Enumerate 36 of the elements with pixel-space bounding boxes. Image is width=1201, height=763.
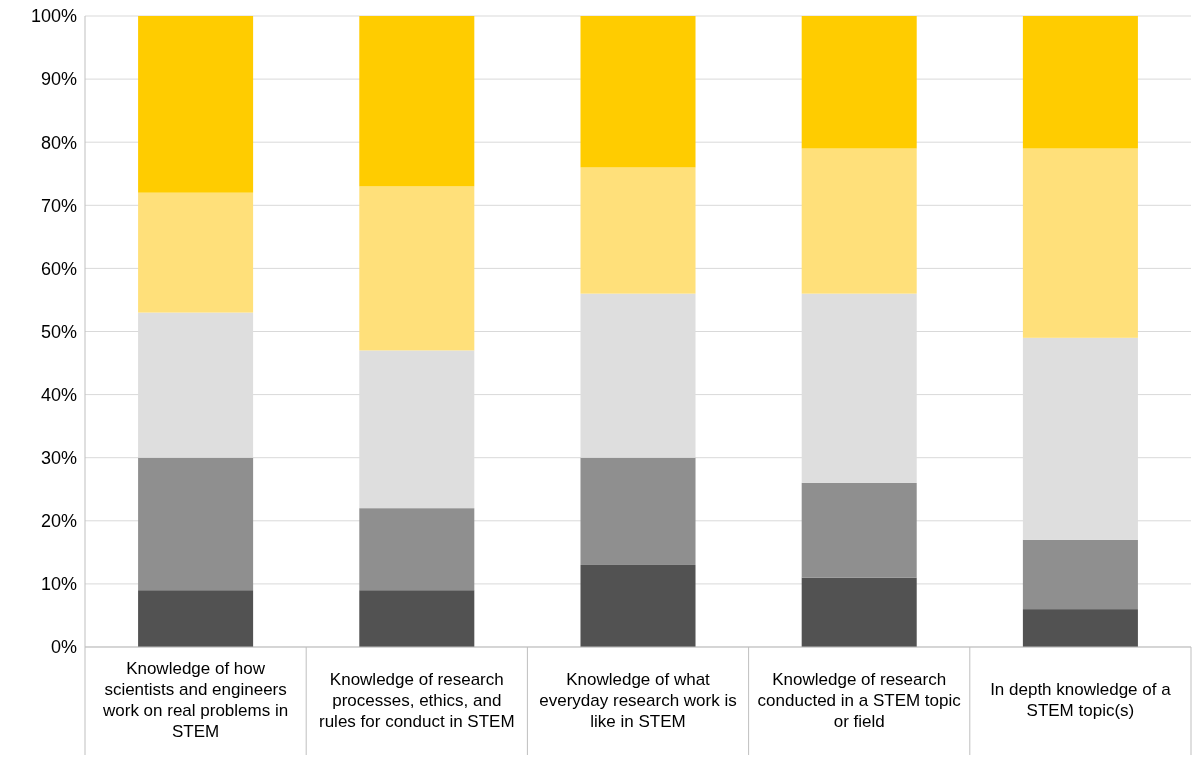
y-tick-label: 30% (40, 448, 77, 468)
bar (801, 148, 917, 294)
bar (1022, 16, 1138, 149)
bar (138, 590, 254, 647)
y-tick-label: 90% (40, 69, 77, 90)
bar (359, 16, 475, 187)
bar (138, 16, 254, 193)
bar (801, 16, 917, 149)
bar (580, 16, 696, 168)
bar (138, 457, 254, 591)
y-tick-label: 0% (50, 637, 77, 658)
y-tick-label: 50% (40, 321, 77, 342)
x-tick-label: Knowledge of how scientists and engineers work on real problems in STEM (102, 659, 289, 741)
y-tick-label: 20% (40, 511, 77, 532)
x-tick-label: Knowledge of research conducted in a STEM topic or field (757, 669, 962, 731)
y-tick-label: 40% (40, 384, 77, 405)
bar (580, 564, 696, 647)
bar (801, 482, 917, 578)
x-tick-label: Knowledge of research processes, ethics, and rules for conduct in STEM (319, 669, 515, 731)
y-tick-label: 100% (30, 6, 77, 27)
x-tick-label: In depth knowledge of a STEM topic(s) (990, 680, 1172, 720)
y-tick-label: 10% (40, 574, 77, 595)
bar (1022, 539, 1138, 610)
y-tick-label: 80% (40, 132, 77, 153)
bar (359, 186, 475, 351)
y-tick-label: 60% (40, 258, 77, 279)
bar (1022, 148, 1138, 338)
bar (580, 457, 696, 565)
bar (359, 508, 475, 591)
bar (138, 192, 254, 313)
bar (580, 167, 696, 294)
bar (359, 590, 475, 647)
bar (801, 577, 917, 647)
bar (1022, 609, 1138, 647)
x-tick-label: Knowledge of what everyday research work is like in STEM (539, 669, 737, 731)
y-tick-label: 70% (40, 195, 77, 216)
